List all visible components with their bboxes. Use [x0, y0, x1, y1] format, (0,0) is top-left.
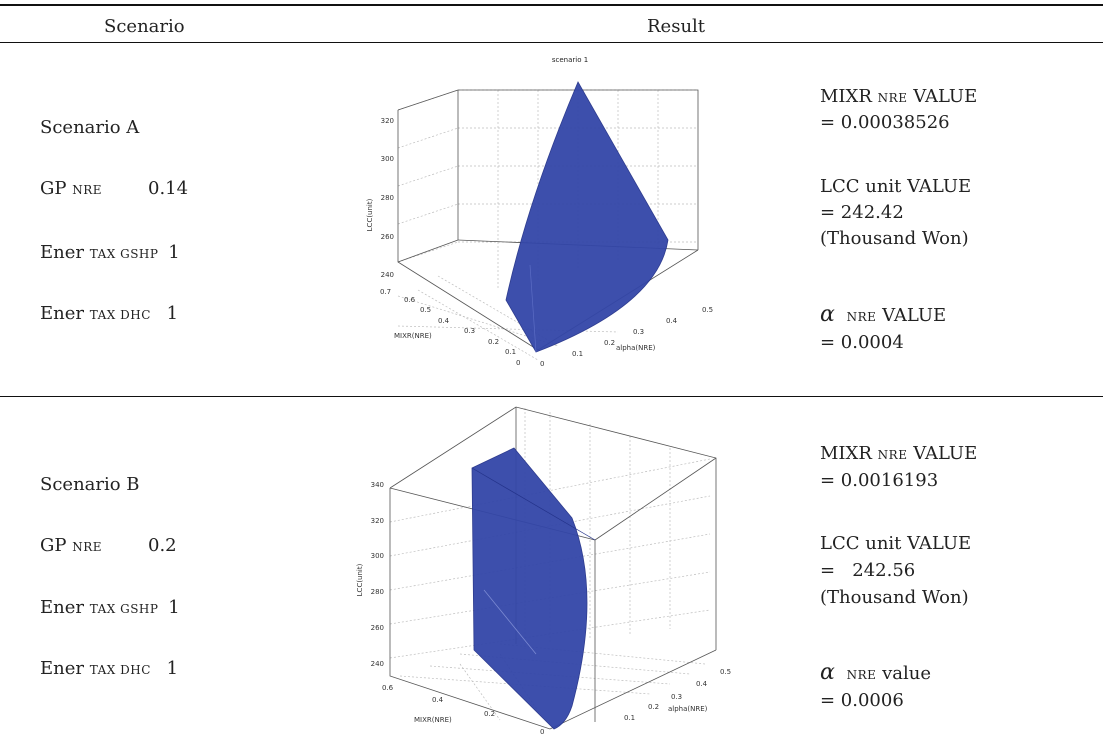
gshp-value: 1 — [168, 242, 180, 263]
z-tick: 280 — [381, 194, 394, 202]
plot-b-zlabel: LCC(unit) — [356, 563, 364, 596]
y-tick: 0.1 — [624, 714, 635, 722]
alpha-symbol: α — [820, 660, 835, 685]
y-tick: 0.4 — [696, 680, 708, 688]
plot-b-xlabel: MIXR(NRE) — [414, 716, 452, 724]
surface-plot-a: scenario 1 320 300 280 260 240 LCC(unit)… — [366, 56, 713, 368]
y-tick: 0.2 — [648, 703, 659, 711]
z-tick: 300 — [381, 155, 394, 163]
dhc-sub: TAX DHC — [89, 663, 151, 677]
header-rule — [0, 42, 1103, 43]
plot-a-ylabel: alpha(NRE) — [616, 344, 656, 352]
gshp-sub: TAX GSHP — [89, 247, 159, 261]
header-result: Result — [647, 16, 706, 37]
scenario-a-gshp: Ener TAX GSHP 1 — [40, 242, 180, 263]
scenario-b-gp: GP NRE — [40, 535, 102, 556]
gshp-value: 1 — [168, 597, 180, 618]
result-b-mixr: MIXR NRE VALUE — [820, 443, 978, 464]
plot-b-yticks: 0.1 0.2 0.3 0.4 0.5 — [624, 668, 731, 722]
x-tick: 0.2 — [484, 710, 495, 718]
scenario-a-dhc: Ener TAX DHC 1 — [40, 303, 178, 324]
plot-b-ylabel: alpha(NRE) — [668, 705, 708, 713]
gp-sub: NRE — [72, 540, 103, 554]
gshp-label: Ener — [40, 597, 84, 618]
result-b-lcc-value: = 242.56 — [820, 560, 916, 581]
plot-a-zticks: 320 300 280 260 240 — [381, 117, 394, 279]
y-tick: 0 — [540, 360, 544, 368]
dhc-value: 1 — [166, 658, 179, 679]
x-tick: 0.1 — [505, 348, 516, 356]
x-tick: 0.5 — [420, 306, 431, 314]
z-tick: 280 — [371, 588, 384, 596]
plot-a-yticks: 0 0.1 0.2 0.3 0.4 0.5 — [540, 306, 713, 368]
result-a-lcc-value: = 242.42 — [820, 202, 904, 223]
result-b-alpha: α NRE value — [820, 660, 932, 685]
plot-a-zlabel: LCC(unit) — [366, 198, 374, 231]
y-tick: 0.2 — [604, 339, 615, 347]
dhc-label: Ener — [40, 303, 84, 324]
result-a-alpha-value: = 0.0004 — [820, 332, 904, 353]
z-tick: 240 — [381, 271, 394, 279]
z-tick: 260 — [371, 624, 384, 632]
dhc-label: Ener — [40, 658, 84, 679]
x-tick: 0 — [516, 359, 520, 367]
x-tick: 0 — [540, 728, 544, 736]
y-tick: 0.5 — [702, 306, 713, 314]
header-scenario: Scenario — [104, 16, 185, 37]
plot-b-zticks: 340 320 300 280 260 240 — [371, 481, 384, 668]
plot-a-title: scenario 1 — [552, 56, 588, 64]
x-tick: 0.4 — [432, 696, 444, 704]
y-tick: 0.1 — [572, 350, 583, 358]
y-tick: 0.3 — [671, 693, 682, 701]
z-tick: 340 — [371, 481, 384, 489]
x-tick: 0.6 — [404, 296, 416, 304]
gshp-label: Ener — [40, 242, 84, 263]
result-b-mixr-value: = 0.0016193 — [820, 470, 939, 491]
plot-b-xticks: 0.6 0.4 0.2 0 — [382, 684, 544, 736]
x-tick: 0.3 — [464, 327, 475, 335]
scenario-b-gp-value: 0.2 — [148, 535, 177, 556]
z-tick: 320 — [371, 517, 384, 525]
plot-b-surface — [471, 447, 588, 730]
scenario-b-gshp: Ener TAX GSHP 1 — [40, 597, 180, 618]
surface-plot-b: 340 320 300 280 260 240 LCC(unit) 0.6 0.… — [356, 406, 731, 736]
alpha-symbol: α — [820, 302, 835, 327]
y-tick: 0.3 — [633, 328, 644, 336]
gp-label: GP — [40, 178, 67, 199]
plot-a-surface — [505, 81, 669, 353]
x-tick: 0.2 — [488, 338, 499, 346]
scenario-b-dhc: Ener TAX DHC 1 — [40, 658, 178, 679]
x-tick: 0.7 — [380, 288, 391, 296]
plot-a-xticks: 0.7 0.6 0.5 0.4 0.3 0.2 0.1 0 — [380, 288, 520, 367]
result-a-mixr: MIXR NRE VALUE — [820, 86, 978, 107]
x-tick: 0.6 — [382, 684, 394, 692]
scenario-a-gp: GP NRE — [40, 178, 102, 199]
result-a-lcc: LCC unit VALUE — [820, 176, 972, 197]
x-tick: 0.4 — [438, 317, 450, 325]
z-tick: 240 — [371, 660, 384, 668]
gp-sub: NRE — [72, 183, 103, 197]
z-tick: 260 — [381, 233, 394, 241]
dhc-sub: TAX DHC — [89, 308, 151, 322]
y-tick: 0.5 — [720, 668, 731, 676]
row-divider-rule — [0, 396, 1103, 397]
table-top-rule — [0, 4, 1103, 6]
scenario-a-gp-value: 0.14 — [148, 178, 189, 199]
result-a-mixr-value: = 0.00038526 — [820, 112, 950, 133]
gshp-sub: TAX GSHP — [89, 602, 159, 616]
y-tick: 0.4 — [666, 317, 678, 325]
result-a-lcc-unit: (Thousand Won) — [820, 228, 969, 249]
scenario-b-name: Scenario B — [40, 474, 140, 495]
z-tick: 320 — [381, 117, 394, 125]
gp-label: GP — [40, 535, 67, 556]
scenario-a-name: Scenario A — [40, 117, 140, 138]
result-a-alpha: α NRE VALUE — [820, 302, 947, 327]
plot-a-xlabel: MIXR(NRE) — [394, 332, 432, 340]
result-b-lcc: LCC unit VALUE — [820, 533, 972, 554]
result-b-alpha-value: = 0.0006 — [820, 690, 904, 711]
z-tick: 300 — [371, 552, 384, 560]
dhc-value: 1 — [166, 303, 179, 324]
result-b-lcc-unit: (Thousand Won) — [820, 587, 969, 608]
